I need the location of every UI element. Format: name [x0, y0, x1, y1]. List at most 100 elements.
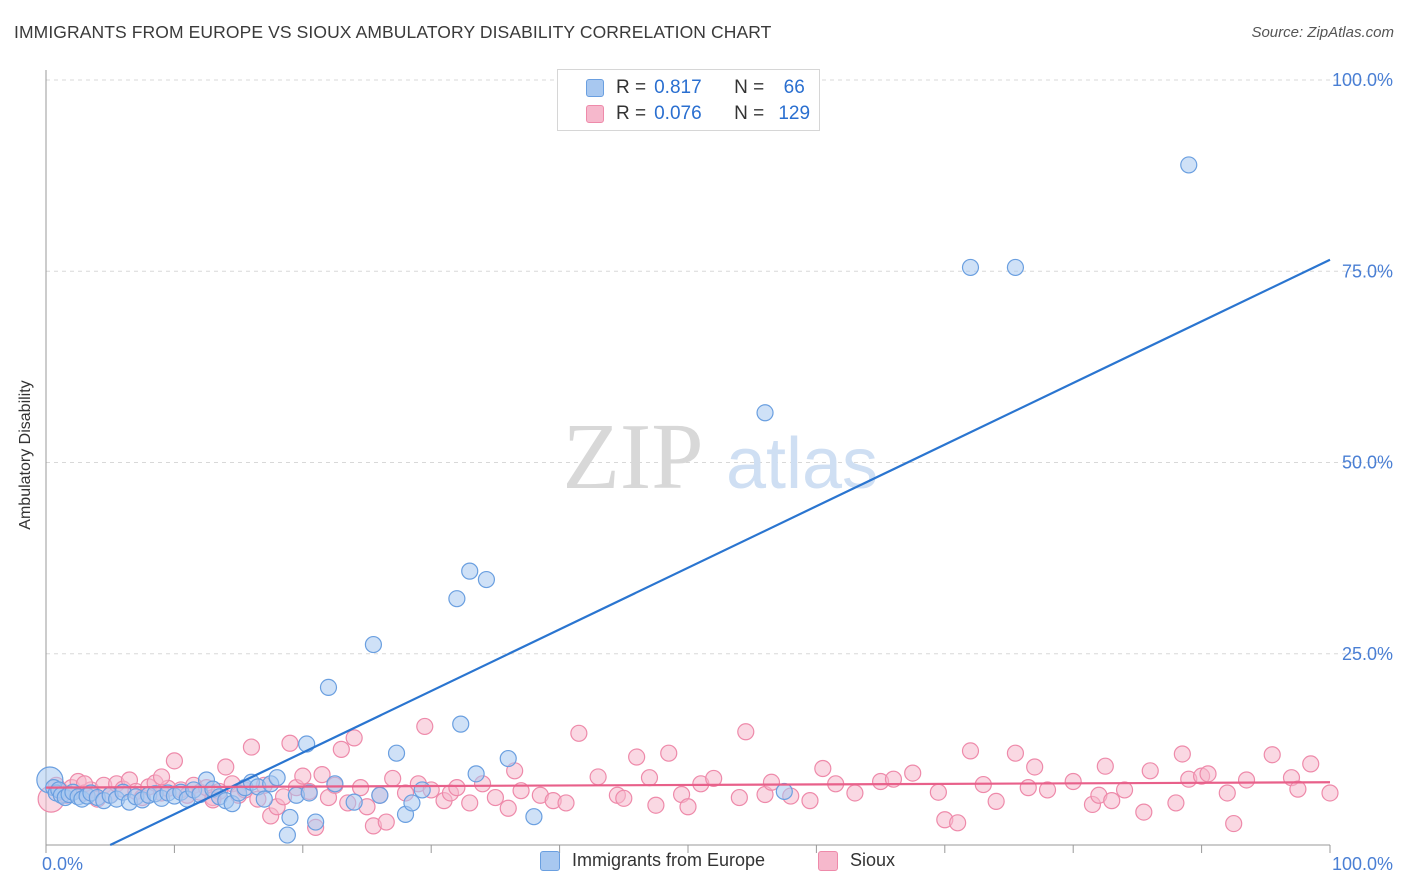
- sioux-point-85: [762, 773, 781, 791]
- x-tick-label-1: 100.0%: [1332, 854, 1393, 874]
- sioux-point-49: [351, 779, 370, 797]
- europe-point-64: [775, 782, 793, 801]
- sioux-point-62: [461, 794, 479, 812]
- sioux-point-117: [1218, 784, 1236, 802]
- sioux-point-103: [1038, 781, 1057, 799]
- sioux-point-99: [987, 792, 1005, 810]
- bottom-legend-label-sioux: Sioux: [850, 850, 896, 870]
- legend-swatch-europe: [586, 79, 604, 97]
- sioux-point-128: [615, 789, 633, 807]
- sioux-point-71: [570, 724, 588, 742]
- sioux-point-61: [448, 779, 466, 797]
- legend-r-value: 0.817: [654, 77, 702, 98]
- sioux-points: [37, 717, 1339, 837]
- x-tick-label-0: 0.0%: [42, 854, 83, 874]
- europe-point-65: [961, 258, 980, 277]
- sioux-point-116: [1199, 765, 1217, 783]
- bottom-legend: Immigrants from Europe Sioux: [0, 850, 1406, 880]
- sioux-point-28: [217, 758, 235, 776]
- sioux-point-57: [416, 717, 434, 736]
- sioux-point-111: [1141, 762, 1159, 780]
- europe-point-60: [477, 570, 496, 589]
- legend-swatch-sioux: [586, 105, 604, 123]
- sioux-point-107: [1096, 757, 1114, 775]
- sioux-point-40: [294, 767, 312, 785]
- europe-point-61: [499, 749, 517, 768]
- watermark-zip: ZIP: [563, 405, 704, 509]
- bottom-legend-swatch-sioux: [818, 850, 838, 871]
- sioux-point-104: [1064, 772, 1082, 791]
- legend-r-label: R =: [616, 77, 647, 98]
- sioux-point-46: [332, 740, 350, 758]
- sioux-trend-line: [45, 781, 1331, 789]
- europe-point-46: [307, 813, 325, 831]
- sioux-point-97: [961, 742, 980, 760]
- y-tick-label-1: 50.0%: [1342, 453, 1393, 473]
- legend-n-label: N =: [734, 103, 765, 124]
- sioux-point-43: [313, 766, 331, 784]
- sioux-point-110: [1135, 803, 1153, 821]
- legend-r-value: 0.076: [654, 103, 702, 124]
- sioux-point-109: [1115, 781, 1134, 799]
- sioux-point-70: [557, 794, 575, 812]
- watermark: ZIP atlas: [563, 405, 879, 509]
- europe-point-42: [281, 808, 299, 827]
- europe-trend-line: [109, 258, 1331, 846]
- sioux-point-65: [499, 799, 517, 817]
- europe-point-54: [403, 794, 421, 812]
- sioux-point-76: [647, 796, 665, 814]
- sioux-point-77: [660, 744, 678, 762]
- chart-title: IMMIGRANTS FROM EUROPE VS SIOUX AMBULATO…: [14, 22, 772, 42]
- chart-source: Source: ZipAtlas.com: [1251, 24, 1394, 41]
- legend-n-label: N =: [734, 77, 765, 98]
- europe-point-67: [1180, 156, 1198, 174]
- sioux-point-38: [281, 734, 299, 752]
- sioux-point-102: [1026, 758, 1044, 776]
- axes: [45, 70, 1331, 853]
- sioux-point-81: [705, 769, 723, 788]
- sioux-point-123: [1302, 755, 1320, 773]
- sioux-point-100: [1006, 744, 1025, 762]
- europe-point-47: [319, 678, 338, 697]
- legend-row-europe: R = 0.817 N = 66: [586, 77, 814, 99]
- y-tick-label-2: 75.0%: [1342, 261, 1393, 281]
- sioux-point-88: [814, 759, 832, 778]
- sioux-point-93: [904, 764, 922, 782]
- europe-point-50: [364, 635, 383, 654]
- europe-point-66: [1006, 258, 1025, 277]
- legend-r-label: R =: [616, 103, 647, 124]
- sioux-point-124: [1321, 784, 1339, 802]
- sioux-point-79: [679, 798, 697, 816]
- sioux-point-32: [242, 738, 261, 756]
- sioux-point-20: [165, 752, 183, 770]
- sioux-point-120: [1263, 746, 1281, 764]
- sioux-point-126: [152, 768, 171, 786]
- watermark-atlas: atlas: [726, 424, 878, 504]
- europe-point-45: [300, 784, 318, 802]
- sioux-point-90: [846, 784, 864, 802]
- sioux-point-53: [377, 813, 395, 831]
- europe-point-55: [413, 781, 431, 799]
- europe-point-48: [326, 775, 344, 793]
- sioux-point-112: [1167, 794, 1185, 812]
- europe-point-57: [452, 715, 470, 733]
- bottom-legend-label-europe: Immigrants from Europe: [572, 850, 766, 870]
- sioux-point-96: [949, 814, 967, 832]
- sioux-point-87: [801, 792, 819, 810]
- y-tick-label-0: 25.0%: [1342, 644, 1393, 664]
- sioux-point-122: [1289, 780, 1307, 798]
- sioux-point-94: [929, 783, 947, 801]
- sioux-point-64: [486, 788, 504, 807]
- sioux-point-108: [1103, 792, 1121, 810]
- europe-point-62: [525, 808, 543, 826]
- europe-point-52: [387, 744, 406, 762]
- sioux-point-119: [1237, 771, 1256, 789]
- europe-point-38: [255, 790, 273, 808]
- europe-point-63: [756, 404, 774, 422]
- sioux-point-48: [345, 729, 363, 747]
- sioux-point-54: [384, 769, 402, 788]
- sioux-point-101: [1019, 779, 1037, 797]
- legend-n-value: 66: [783, 77, 805, 98]
- sioux-point-75: [640, 769, 659, 787]
